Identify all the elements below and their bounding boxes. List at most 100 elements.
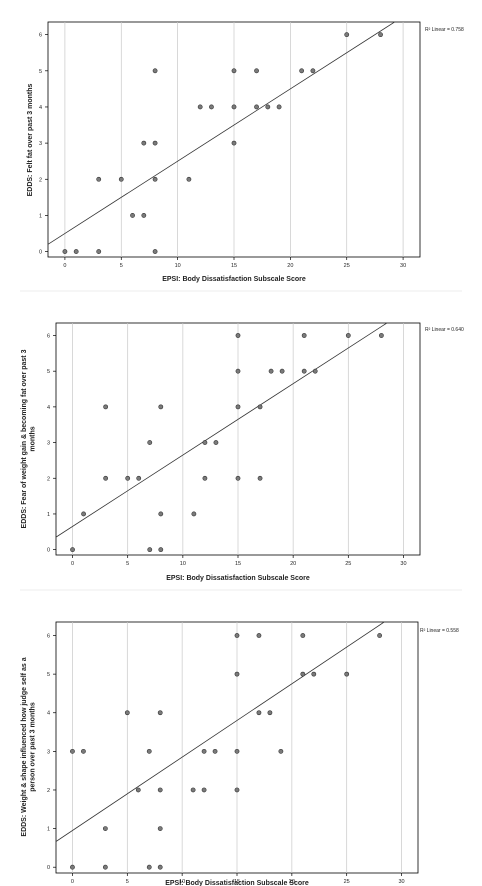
data-point	[70, 547, 75, 553]
y-tick-label: 0	[47, 548, 50, 554]
x-tick-label: 25	[345, 561, 351, 567]
scatter-chart-2: 0 5 10 15 20 25 30 0 1 2 3 4 5 6 EPSI: Body Dissatisfa…	[21, 322, 464, 582]
data-point	[301, 368, 307, 374]
x-tick-label: 5	[126, 561, 129, 567]
x-tick-label: 0	[71, 561, 74, 567]
x-tick-label: 5	[120, 263, 123, 269]
data-point	[152, 68, 158, 74]
data-point	[147, 547, 153, 553]
data-point	[278, 748, 284, 754]
data-point	[158, 547, 164, 553]
data-point	[299, 68, 305, 74]
y-tick-label: 5	[47, 672, 50, 678]
data-point	[231, 104, 237, 110]
y-tick-label: 2	[47, 788, 50, 794]
data-point	[254, 68, 259, 74]
data-point	[124, 710, 130, 716]
x-tick-label: 10	[179, 879, 185, 885]
data-point	[231, 68, 237, 74]
data-point	[213, 440, 219, 445]
data-point	[300, 633, 306, 638]
data-point	[212, 748, 218, 754]
data-point	[102, 826, 108, 831]
data-point	[344, 671, 350, 677]
fit-line	[48, 22, 396, 245]
x-tick-label: 15	[235, 561, 241, 567]
data-point	[190, 787, 196, 793]
data-point	[146, 748, 152, 754]
data-point	[157, 864, 163, 870]
data-point	[201, 748, 207, 754]
data-point	[130, 213, 135, 218]
data-point	[276, 104, 282, 110]
y-axis-label: EDDS: Fear of weight gain & becoming fat…	[21, 349, 28, 528]
y-tick-label: 2	[47, 476, 50, 482]
data-point	[191, 511, 197, 517]
data-point	[377, 633, 383, 638]
data-point	[201, 787, 207, 793]
y-tick-label: 0	[47, 865, 50, 871]
data-point	[234, 671, 240, 677]
x-tick-label: 0	[71, 879, 74, 885]
x-tick-label: 10	[175, 263, 181, 269]
data-point	[235, 333, 241, 338]
y-tick-label: 5	[47, 369, 50, 375]
y-tick-label: 2	[39, 177, 42, 183]
x-tick-label: 20	[287, 263, 293, 269]
data-point	[141, 140, 147, 146]
x-axis-label: EPSI: Body Dissatisfaction Subscale Scor…	[165, 880, 309, 886]
data-point	[202, 475, 208, 481]
r-squared-label: R² Linear = 0.558	[420, 628, 459, 634]
data-point	[135, 787, 141, 793]
y-tick-label: 3	[47, 749, 50, 755]
data-point	[268, 368, 274, 374]
fit-line	[56, 323, 388, 538]
y-tick-label: 1	[47, 512, 50, 518]
data-point	[70, 748, 75, 754]
data-point	[147, 440, 153, 445]
data-point	[136, 475, 142, 481]
data-point	[73, 249, 79, 254]
data-point	[234, 633, 240, 638]
data-point	[158, 404, 164, 410]
data-point	[157, 826, 163, 831]
data-point	[81, 748, 86, 754]
data-point	[279, 368, 285, 374]
x-tick-label: 5	[126, 879, 129, 885]
y-tick-label: 6	[39, 33, 42, 39]
data-point	[118, 176, 124, 182]
data-point	[81, 511, 86, 517]
data-point	[310, 68, 316, 74]
x-tick-label: 20	[290, 561, 296, 567]
data-point	[157, 710, 163, 716]
data-point	[256, 633, 262, 638]
data-point	[301, 333, 307, 338]
data-point	[265, 104, 271, 110]
data-point	[103, 475, 109, 481]
data-point	[256, 710, 262, 716]
x-axis-label: EPSI: Body Dissatisfaction Subscale Scor…	[162, 276, 306, 283]
y-tick-label: 3	[47, 441, 50, 447]
data-point	[102, 864, 108, 870]
scatter-chart-3: 0 5 10 15 20 25 30 0 1 2 3 4 5 6 EPSI: Body Dissatisfa…	[21, 621, 459, 886]
y-tick-label: 1	[39, 213, 42, 219]
data-point	[235, 404, 241, 410]
data-point	[62, 249, 68, 254]
r-squared-label: R² Linear = 0.758	[425, 27, 464, 33]
x-tick-label: 30	[398, 879, 404, 885]
x-tick-label: 25	[344, 879, 350, 885]
data-point	[152, 249, 158, 254]
y-tick-label: 6	[47, 333, 50, 339]
data-point	[378, 32, 383, 38]
data-point	[125, 475, 131, 481]
data-point	[146, 864, 152, 870]
data-point	[235, 475, 241, 481]
data-point	[235, 368, 241, 374]
y-axis-label: EDDS: Felt fat over past 3 months	[27, 83, 34, 196]
data-point	[141, 213, 147, 218]
x-axis-label: EPSI: Body Dissatisfaction Subscale Scor…	[166, 575, 310, 582]
x-tick-label: 25	[344, 263, 350, 269]
y-tick-label: 0	[39, 250, 42, 256]
data-point	[378, 333, 384, 338]
data-point	[300, 671, 306, 677]
